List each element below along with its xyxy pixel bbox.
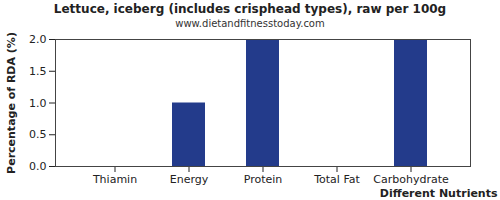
html-text:www.dietandfitnesstoday.com: www.dietandfitnesstoday.com xyxy=(175,18,325,29)
svg-text:Carbohydrate: Carbohydrate xyxy=(373,173,449,186)
svg-text:2.0: 2.0 xyxy=(29,33,47,46)
svg-text:0.5: 0.5 xyxy=(29,128,47,141)
svg-text:1.5: 1.5 xyxy=(29,65,47,78)
svg-text:Different Nutrients: Different Nutrients xyxy=(380,187,498,200)
svg-text:Percentage of RDA (%): Percentage of RDA (%) xyxy=(5,32,18,174)
svg-text:1.0: 1.0 xyxy=(29,97,47,110)
svg-text:Energy: Energy xyxy=(170,173,209,186)
svg-text:0.0: 0.0 xyxy=(29,160,47,173)
svg-text:Thiamin: Thiamin xyxy=(92,173,137,186)
svg-text:Protein: Protein xyxy=(244,173,283,186)
html-text:Lettuce, iceberg (includes cri: Lettuce, iceberg (includes crisphead typ… xyxy=(53,2,447,16)
svg-text:Total Fat: Total Fat xyxy=(313,173,360,186)
